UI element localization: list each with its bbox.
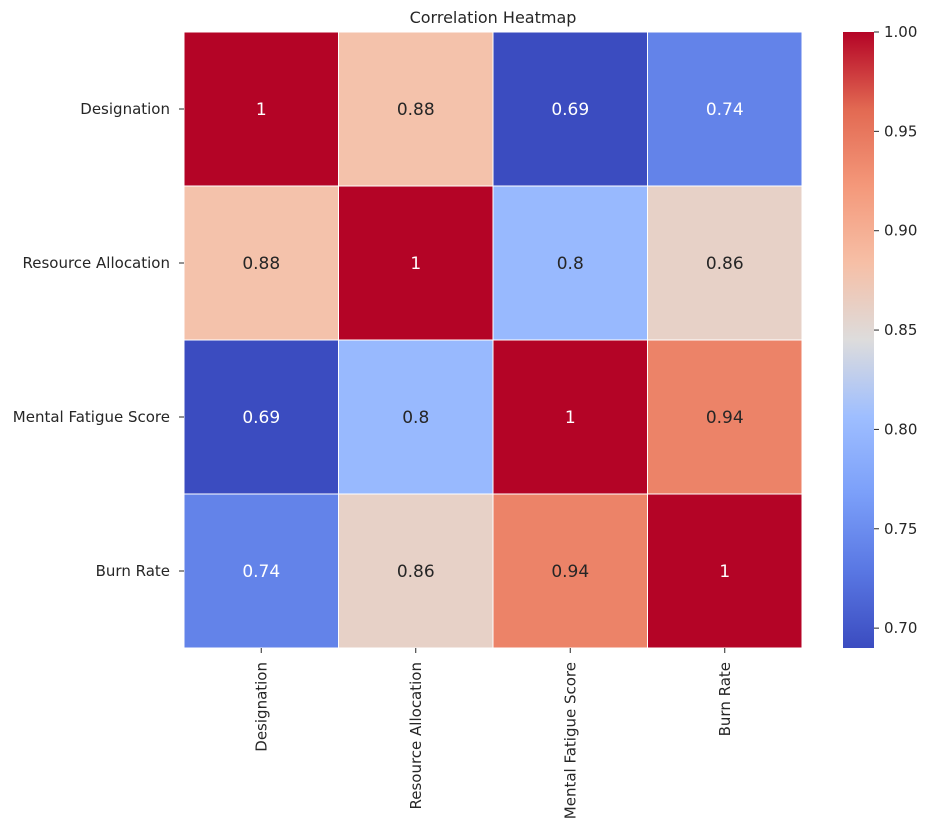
heatmap-cell xyxy=(492,31,648,187)
y-axis-tick-labels: Designation Resource Allocation Mental Fat… xyxy=(13,100,184,580)
heatmap-cell xyxy=(492,493,648,649)
x-axis-tick-labels: Designation Resource Allocation Mental Fat… xyxy=(252,648,734,819)
colorbar: 0.70 0.75 0.80 0.85 0.90 0.95 1.00 xyxy=(843,23,917,648)
heatmap-cells: 1 0.88 0.69 0.74 0.88 1 0.8 0.86 0.69 0.8 1 0.94 0.7… xyxy=(183,31,803,649)
x-axis-tick-label: Burn Rate xyxy=(716,662,734,736)
heatmap-cell-label: 0.88 xyxy=(242,254,280,274)
heatmap-cell-label: 0.8 xyxy=(402,408,429,428)
colorbar-tick-label: 0.75 xyxy=(884,520,917,538)
heatmap-cell-label: 0.86 xyxy=(706,254,744,274)
heatmap-cell xyxy=(183,185,339,341)
heatmap-cell-label: 0.74 xyxy=(242,562,280,582)
heatmap-cell xyxy=(647,31,803,187)
heatmap-cell-label: 1 xyxy=(256,100,267,120)
x-axis-tick-label: Resource Allocation xyxy=(407,662,425,810)
chart-title: Correlation Heatmap xyxy=(410,8,577,27)
heatmap-cell xyxy=(647,185,803,341)
heatmap-cell xyxy=(338,185,494,341)
heatmap-cell xyxy=(338,339,494,495)
heatmap-cell xyxy=(183,31,339,187)
colorbar-tick-label: 0.80 xyxy=(884,420,917,438)
y-axis-tick-label: Burn Rate xyxy=(96,562,170,580)
colorbar-tick-label: 0.95 xyxy=(884,122,917,140)
heatmap-cell xyxy=(492,185,648,341)
heatmap-cell xyxy=(647,339,803,495)
heatmap-cell-label: 0.69 xyxy=(242,408,280,428)
heatmap-cell-label: 0.94 xyxy=(706,408,744,428)
heatmap-cell-label: 1 xyxy=(410,254,421,274)
heatmap-cell-label: 0.94 xyxy=(551,562,589,582)
y-axis-tick-label: Resource Allocation xyxy=(22,254,170,272)
colorbar-tick-label: 0.90 xyxy=(884,222,917,240)
colorbar-tick-label: 1.00 xyxy=(884,23,917,41)
heatmap-cell-label: 1 xyxy=(719,562,730,582)
heatmap-cell xyxy=(338,493,494,649)
heatmap-cell xyxy=(183,493,339,649)
heatmap-cell-label: 0.88 xyxy=(397,100,435,120)
heatmap-cell-label: 0.86 xyxy=(397,562,435,582)
heatmap-cell-label: 0.74 xyxy=(706,100,744,120)
y-axis-tick-label: Mental Fatigue Score xyxy=(13,408,170,426)
y-axis-tick-label: Designation xyxy=(80,100,170,118)
heatmap-cell-label: 0.8 xyxy=(557,254,584,274)
colorbar-tick-label: 0.85 xyxy=(884,321,917,339)
x-axis-tick-label: Mental Fatigue Score xyxy=(561,662,579,819)
colorbar-gradient xyxy=(843,32,874,648)
heatmap-cell-label: 1 xyxy=(565,408,576,428)
colorbar-tick-label: 0.70 xyxy=(884,619,917,637)
x-axis-tick-label: Designation xyxy=(252,662,270,752)
colorbar-tick-labels: 0.70 0.75 0.80 0.85 0.90 0.95 1.00 xyxy=(874,23,917,637)
heatmap-cell xyxy=(647,493,803,649)
heatmap-cell-label: 0.69 xyxy=(551,100,589,120)
heatmap-cell xyxy=(338,31,494,187)
